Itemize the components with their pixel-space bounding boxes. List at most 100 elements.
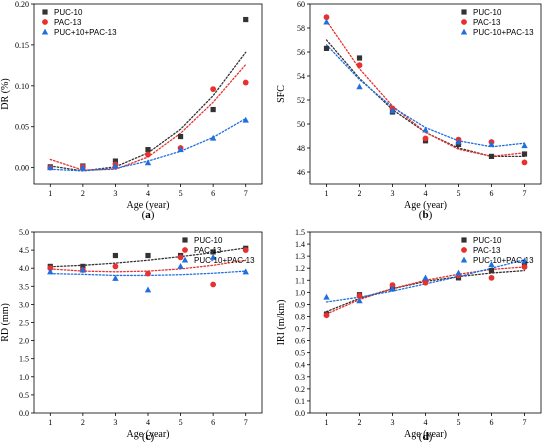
data-point-series-2 — [210, 86, 217, 92]
data-point-series-1 — [177, 133, 184, 140]
y-tick-label: 0.8 — [295, 312, 305, 321]
y-tick-label: 2.5 — [19, 319, 29, 328]
data-point-series-1 — [145, 147, 151, 153]
x-tick-label: 1 — [48, 418, 52, 427]
y-tick-label: 0.5 — [19, 391, 29, 400]
data-point-series-3 — [144, 159, 152, 166]
y-tick-label: 1.3 — [295, 252, 305, 261]
y-tick-label: 56 — [297, 48, 305, 57]
y-axis-label: RD (mm) — [0, 303, 11, 342]
legend-label: PUC-10 — [54, 8, 83, 17]
chart-panel-c: 1 2 3 4 5 6 7 Age (year) 0.0 0.5 1.0 1.5 2.0 2.5 3.0 3.… — [0, 228, 263, 443]
y-tick-label: 3.0 — [19, 300, 29, 309]
y-tick-label: 0.10 — [15, 82, 29, 91]
y-tick-label: 0.9 — [295, 300, 305, 309]
y-tick-label: 1.4 — [295, 240, 305, 249]
data-point-series-3 — [323, 293, 330, 300]
data-point-series-3 — [79, 164, 87, 171]
legend-marker-1 — [461, 237, 467, 243]
data-point-series-2 — [389, 282, 396, 288]
y-axis-label: IRI (m/km) — [276, 300, 287, 346]
x-tick-label: 7 — [523, 418, 527, 427]
data-point-series-3 — [242, 116, 249, 123]
panel-letter: d — [422, 431, 428, 443]
x-tick-label: 5 — [457, 189, 461, 198]
y-tick-label: 4.5 — [19, 246, 29, 255]
data-point-series-3 — [323, 18, 330, 25]
data-point-series-3 — [488, 141, 495, 147]
y-tick-label: 2.0 — [19, 337, 29, 346]
y-tick-label: 0.6 — [295, 337, 305, 346]
y-tick-label: 54 — [297, 72, 305, 81]
x-tick-label: 4 — [146, 418, 150, 427]
data-point-series-3 — [242, 268, 249, 275]
x-tick-label: 7 — [244, 189, 248, 198]
data-point-series-3 — [79, 266, 87, 273]
legend-label: PUC-10+PAC-13 — [194, 256, 255, 265]
panel-letter: a — [145, 209, 151, 221]
x-tick-label: 5 — [179, 418, 183, 427]
y-tick-label: 0.15 — [15, 41, 29, 50]
data-point-series-1 — [80, 263, 86, 269]
legend-marker-1 — [461, 9, 467, 15]
y-tick-label: 0.20 — [15, 0, 29, 9]
data-point-series-2 — [145, 151, 151, 158]
data-point-series-3 — [521, 257, 528, 264]
y-tick-label: 0.5 — [295, 349, 305, 358]
data-point-series-2 — [521, 159, 528, 166]
data-point-series-3 — [112, 162, 119, 169]
legend-marker-3 — [41, 28, 49, 35]
data-point-series-1 — [112, 158, 119, 164]
y-tick-label: 1.1 — [295, 276, 305, 285]
panel-label: (d) — [419, 431, 433, 443]
x-tick-label: 4 — [424, 418, 428, 427]
x-axis-label: Age (year) — [404, 429, 447, 440]
data-point-series-1 — [210, 106, 216, 113]
x-tick-label: 1 — [325, 189, 329, 198]
data-point-series-2 — [356, 293, 363, 299]
y-tick-label: 0.0 — [19, 409, 29, 418]
y-tick-label: 1.0 — [19, 373, 29, 382]
x-tick-label: 2 — [358, 418, 362, 427]
y-tick-label: 50 — [297, 120, 305, 129]
x-tick-label: 5 — [457, 418, 461, 427]
chart-panel-a: 1 2 3 4 5 6 7 Age (year) 0.00 0.05 0.10 0.15 0.20 DR … — [0, 0, 263, 221]
y-tick-label: 52 — [297, 96, 305, 105]
data-point-series-3 — [455, 138, 462, 145]
data-point-series-1 — [112, 252, 119, 259]
data-point-series-1 — [521, 151, 528, 157]
data-point-series-3 — [47, 164, 54, 171]
panel-letter: b — [422, 209, 428, 221]
legend-marker-2 — [461, 247, 467, 253]
y-tick-label: 58 — [297, 24, 305, 33]
y-axis-label: DR (%) — [0, 78, 11, 109]
x-tick-label: 3 — [113, 189, 117, 198]
data-point-series-1 — [323, 45, 330, 51]
y-tick-label: 0.00 — [15, 164, 29, 173]
data-point-series-1 — [243, 16, 249, 23]
panel-label: (b) — [419, 209, 433, 221]
data-point-series-2 — [323, 14, 330, 21]
data-point-series-3 — [356, 297, 363, 304]
x-tick-label: 3 — [113, 418, 117, 427]
data-point-series-3 — [422, 126, 429, 133]
y-tick-label: 4.0 — [19, 264, 29, 273]
legend-label: PUC-10+PAC-13 — [473, 256, 534, 265]
x-tick-label: 7 — [523, 189, 527, 198]
y-tick-label: 1.2 — [295, 264, 305, 273]
x-tick-label: 6 — [211, 418, 215, 427]
data-point-series-2 — [242, 79, 249, 86]
y-tick-label: 0.1 — [295, 397, 305, 406]
data-point-series-1 — [488, 153, 495, 159]
y-tick-label: 48 — [297, 144, 305, 153]
x-tick-label: 5 — [179, 189, 183, 198]
legend-label: PUC+10+PAC-13 — [54, 28, 117, 37]
y-tick-label: 0.4 — [295, 361, 305, 370]
chart-panel-d: 1 2 3 4 5 6 7 Age (year) 0.0 0.1 0.2 0.3 0.4 0.5 0.6 0.… — [276, 228, 542, 443]
data-point-series-3 — [47, 268, 54, 275]
data-point-series-2 — [145, 270, 151, 277]
